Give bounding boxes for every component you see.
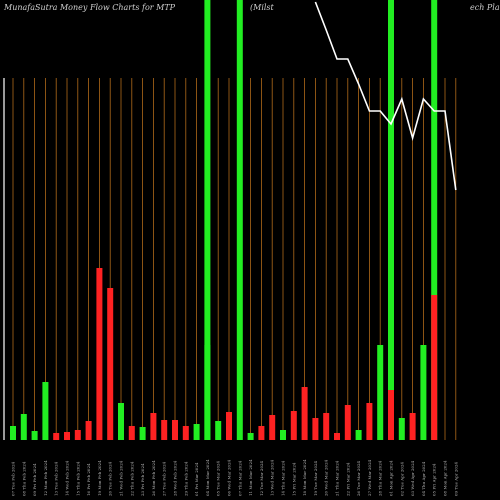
x-tick-label: 15 Fri Mar 2024: [291, 462, 296, 496]
x-tick-label: 04 Thu Apr 2024: [421, 461, 426, 496]
bar: [42, 382, 49, 440]
x-tick-label: 12 Mon Feb 2024: [43, 460, 48, 496]
price-line: [314, 1, 457, 191]
bar: [128, 426, 135, 440]
x-tick-label: 05 Tue Mar 2024: [216, 460, 221, 496]
bar: [226, 412, 232, 440]
x-tick-label: 07 Thu Mar 2024: [237, 460, 242, 496]
bar: [172, 420, 178, 440]
price-line-group: [314, 1, 457, 191]
x-tick-label: 01 Mon Apr 2024: [389, 460, 394, 496]
bar: [150, 413, 157, 440]
bar: [312, 418, 319, 440]
x-tick-label: 22 Thu Feb 2024: [129, 461, 134, 496]
x-tick-label: 23 Fri Feb 2024: [140, 463, 145, 496]
x-tick-label: 20 Tue Feb 2024: [108, 461, 113, 496]
highlight-column: [388, 0, 394, 440]
bar: [107, 288, 114, 440]
x-tick-label: 15 Thu Feb 2024: [75, 461, 80, 496]
bar: [204, 345, 211, 440]
chart-title: MunafaSutra Money Flow Charts for MTP: [3, 3, 176, 12]
x-tick-label: 27 Wed Mar 2024: [367, 459, 372, 496]
highlight-columns: [204, 0, 438, 440]
x-tick-label: 14 Wed Feb 2024: [65, 460, 70, 496]
bar: [366, 403, 373, 440]
x-tick-label: 06 Wed Mar 2024: [227, 459, 232, 496]
bar: [290, 411, 297, 440]
x-tick-label: 28 Wed Feb 2024: [173, 460, 178, 496]
bar: [85, 421, 92, 440]
bar: [258, 426, 265, 440]
bar: [161, 420, 168, 440]
x-tick-label: 01 Fri Mar 2024: [194, 462, 199, 496]
x-tick-label: 29 Thu Feb 2024: [183, 461, 188, 496]
x-tick-label: 13 Tue Feb 2024: [54, 461, 59, 496]
bar: [53, 433, 60, 440]
bar: [215, 421, 222, 440]
x-tick-label: 20 Wed Mar 2024: [324, 459, 329, 496]
x-tick-label: 22 Fri Mar 2024: [345, 462, 350, 496]
x-tick-label: 02 Tue Apr 2024: [399, 461, 404, 496]
bar: [20, 414, 27, 440]
bar: [377, 345, 384, 440]
bar: [247, 433, 254, 440]
bar: [118, 403, 124, 440]
bar: [344, 405, 351, 440]
x-tick-labels: 07 Tue Feb 2024 08 Thu Feb 2024 09 Fri Feb…: [11, 459, 459, 496]
x-tick-label: 26 Tue Mar 2024: [356, 460, 361, 496]
x-tick-label: 19 Tue Mar 2024: [313, 460, 318, 496]
bar: [31, 431, 38, 440]
x-tick-label: 09 Fri Feb 2024: [32, 463, 37, 496]
highlight-column: [204, 0, 211, 440]
chart-title-right-a: (Milst: [250, 3, 275, 12]
x-tick-label: 08 Mon Apr 2024: [443, 460, 448, 496]
x-tick-label: 21 Wed Feb 2024: [119, 460, 124, 496]
x-tick-label: 21 Thu Mar 2024: [335, 460, 340, 496]
x-tick-label: 16 Fri Feb 2024: [86, 463, 91, 496]
x-tick-label: 11 Mon Mar 2024: [248, 459, 253, 496]
chart-title-right-b: ech Pla: [470, 3, 500, 12]
bar: [323, 413, 330, 440]
x-tick-label: 13 Wed Mar 2024: [270, 459, 275, 496]
x-tick-label: 08 Thu Feb 2024: [21, 461, 26, 496]
bar: [420, 345, 427, 440]
bar: [355, 430, 362, 440]
x-tick-label: 19 Mon Feb 2024: [97, 460, 102, 496]
highlight-column: [431, 0, 438, 440]
x-tick-label: 26 Mon Feb 2024: [151, 460, 156, 496]
bar: [301, 387, 308, 440]
bar: [280, 430, 286, 440]
x-tick-label: 14 Thu Mar 2024: [281, 460, 286, 496]
x-tick-label: 27 Tue Feb 2024: [162, 461, 167, 496]
bar: [409, 413, 416, 440]
x-tick-label: 03 Wed Apr 2024: [410, 460, 415, 496]
x-tick-label: 07 Tue Feb 2024: [11, 461, 16, 496]
bars: [10, 268, 438, 440]
bar: [10, 426, 16, 440]
bar: [388, 390, 394, 440]
x-tick-label: 09 Tue Apr 2024: [453, 461, 458, 496]
bar: [182, 426, 189, 440]
bar: [398, 418, 405, 440]
bar: [334, 433, 340, 440]
highlight-column: [236, 0, 243, 440]
x-tick-label: 12 Tue Mar 2024: [259, 460, 264, 496]
bar: [269, 415, 276, 440]
x-tick-label: 18 Mon Mar 2024: [302, 459, 307, 496]
bar: [139, 427, 146, 440]
bar: [431, 295, 438, 440]
bar: [74, 430, 81, 440]
bar: [96, 268, 103, 440]
bar: [64, 432, 70, 440]
x-tick-label: 04 Mon Mar 2024: [205, 459, 210, 496]
bar: [193, 424, 200, 440]
x-tick-label: 28 Thu Mar 2024: [378, 460, 383, 496]
x-tick-label: 05 Fri Apr 2024: [432, 463, 437, 496]
